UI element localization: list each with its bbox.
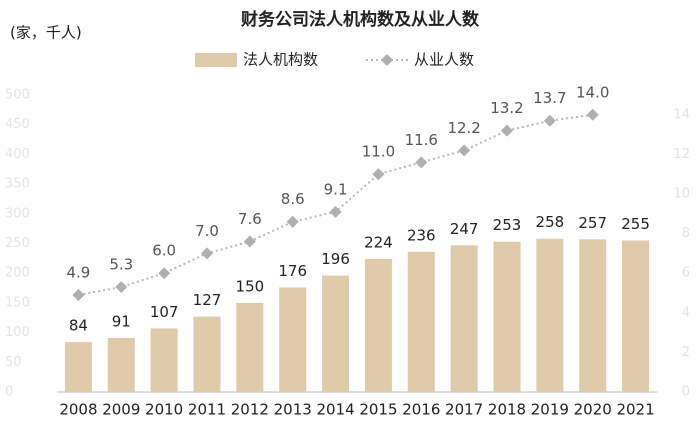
line-marker bbox=[372, 168, 385, 181]
bar bbox=[322, 275, 350, 392]
y-tick-label: 50 bbox=[5, 355, 22, 370]
bar-value-label: 247 bbox=[450, 220, 479, 238]
x-tick-label: 2011 bbox=[188, 401, 226, 419]
line-marker bbox=[501, 124, 513, 137]
x-tick-label: 2015 bbox=[359, 401, 397, 419]
bar-value-label: 253 bbox=[493, 216, 522, 234]
bar bbox=[450, 245, 478, 392]
line-value-label: 11.0 bbox=[362, 143, 395, 161]
line-marker bbox=[286, 215, 299, 228]
bar bbox=[193, 316, 221, 392]
bar bbox=[579, 239, 607, 392]
bar-value-label: 127 bbox=[193, 291, 222, 309]
x-tick-label: 2014 bbox=[316, 401, 354, 419]
legend-marker bbox=[381, 54, 393, 66]
y2-tick-label: 2 bbox=[682, 345, 690, 360]
bar-value-label: 255 bbox=[621, 215, 650, 233]
line-value-label: 12.2 bbox=[447, 119, 480, 137]
line-marker bbox=[458, 144, 471, 157]
x-tick-label: 2018 bbox=[488, 401, 526, 419]
bar-value-label: 91 bbox=[112, 312, 131, 330]
y2-tick-label: 4 bbox=[682, 305, 690, 320]
line-value-label: 11.6 bbox=[405, 131, 438, 149]
y2-tick-label: 10 bbox=[673, 187, 690, 202]
legend-swatch bbox=[195, 53, 237, 67]
y-tick-label: 100 bbox=[5, 325, 30, 340]
x-tick-label: 2008 bbox=[59, 401, 97, 419]
y-tick-label: 250 bbox=[5, 236, 30, 251]
line-marker bbox=[115, 281, 128, 294]
y-tick-label: 450 bbox=[5, 117, 30, 132]
bar bbox=[107, 337, 135, 392]
x-tick-label: 2010 bbox=[145, 401, 183, 419]
bar-value-label: 84 bbox=[69, 317, 88, 335]
bar-value-label: 258 bbox=[536, 213, 565, 231]
x-tick-label: 2016 bbox=[402, 401, 440, 419]
bar-value-label: 236 bbox=[407, 226, 436, 244]
line-value-label: 7.0 bbox=[195, 222, 219, 240]
y-tick-label: 500 bbox=[5, 88, 30, 103]
bar bbox=[236, 302, 264, 392]
y2-tick-label: 12 bbox=[673, 147, 690, 162]
line-value-label: 6.0 bbox=[152, 242, 176, 260]
x-tick-label: 2009 bbox=[102, 401, 140, 419]
bar bbox=[407, 251, 435, 392]
bar-value-label: 107 bbox=[150, 303, 179, 321]
line-value-label: 8.6 bbox=[281, 190, 305, 208]
legend-label: 从业人数 bbox=[414, 51, 474, 69]
line-marker bbox=[158, 267, 171, 280]
unit-label: (家，千人) bbox=[10, 24, 82, 42]
bar-value-label: 257 bbox=[578, 214, 607, 232]
line-marker bbox=[72, 288, 85, 301]
bar bbox=[622, 240, 650, 392]
line-value-label: 5.3 bbox=[109, 256, 133, 274]
line-marker bbox=[201, 247, 213, 260]
y2-tick-label: 6 bbox=[682, 266, 690, 281]
bar-value-label: 224 bbox=[364, 233, 393, 251]
y2-tick-label: 8 bbox=[682, 226, 690, 241]
bar bbox=[64, 342, 92, 392]
y-tick-label: 300 bbox=[5, 206, 30, 221]
y-tick-label: 400 bbox=[5, 147, 30, 162]
bar bbox=[493, 241, 521, 392]
x-tick-label: 2020 bbox=[574, 401, 612, 419]
x-tick-label: 2019 bbox=[531, 401, 569, 419]
line-value-label: 9.1 bbox=[324, 180, 348, 198]
y-tick-label: 200 bbox=[5, 266, 30, 281]
bar-value-label: 196 bbox=[321, 250, 350, 268]
line-value-label: 7.6 bbox=[238, 210, 262, 228]
line-marker bbox=[586, 108, 599, 121]
x-tick-label: 2021 bbox=[616, 401, 654, 419]
line-value-label: 4.9 bbox=[66, 263, 90, 281]
legend-label: 法人机构数 bbox=[243, 51, 318, 69]
y2-tick-label: 14 bbox=[673, 107, 690, 122]
bar-value-label: 150 bbox=[236, 277, 265, 295]
bar bbox=[536, 238, 564, 392]
bar bbox=[364, 258, 392, 392]
y-tick-label: 0 bbox=[5, 385, 13, 400]
line-value-label: 14.0 bbox=[576, 83, 609, 101]
line-marker bbox=[243, 235, 256, 248]
line-marker bbox=[329, 205, 342, 218]
bar bbox=[279, 287, 307, 392]
bar bbox=[150, 328, 178, 392]
y2-tick-label: 0 bbox=[682, 385, 690, 400]
x-tick-label: 2013 bbox=[274, 401, 312, 419]
x-tick-label: 2017 bbox=[445, 401, 483, 419]
line-marker bbox=[543, 114, 556, 127]
line-value-label: 13.2 bbox=[490, 99, 523, 117]
line-value-label: 13.7 bbox=[533, 89, 566, 107]
y-tick-label: 350 bbox=[5, 177, 30, 192]
chart-title: 财务公司法人机构数及从业人数 bbox=[240, 9, 480, 30]
bar-value-label: 176 bbox=[278, 262, 307, 280]
line-marker bbox=[415, 156, 428, 169]
y-tick-label: 150 bbox=[5, 295, 30, 310]
x-tick-label: 2012 bbox=[231, 401, 269, 419]
